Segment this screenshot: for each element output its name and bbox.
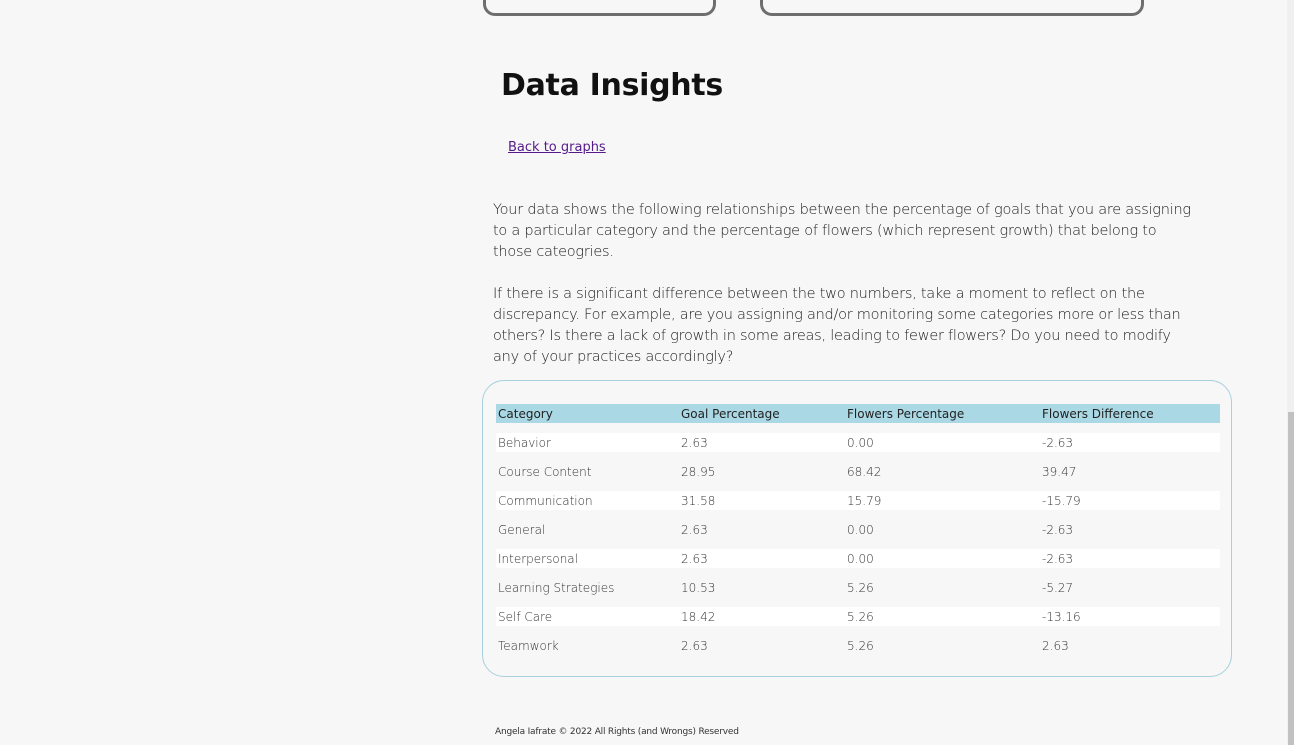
flowers-percentage-cell: 5.26 (847, 580, 874, 595)
flowers-difference-cell: 39.47 (1042, 464, 1077, 479)
column-header-goal-percentage[interactable]: Goal Percentage (679, 404, 845, 423)
table-row: Communication 31.58 15.79 -15.79 (496, 491, 1220, 510)
flowers-difference-cell: -2.63 (1042, 522, 1074, 537)
goal-percentage-cell: 28.95 (681, 464, 716, 479)
goal-percentage-cell: 2.63 (679, 549, 845, 568)
flowers-percentage-cell: 0.00 (845, 433, 1040, 452)
category-cell: Behavior (496, 433, 679, 452)
flowers-percentage-cell: 0.00 (847, 522, 874, 537)
table-row: Teamwork 2.63 5.26 2.63 (496, 636, 1220, 655)
table-row: Self Care 18.42 5.26 -13.16 (496, 607, 1220, 626)
category-cell: Course Content (498, 464, 592, 479)
table-row: Learning Strategies 10.53 5.26 -5.27 (496, 578, 1220, 597)
category-cell: Interpersonal (496, 549, 679, 568)
back-to-graphs-link[interactable]: Back to graphs (508, 140, 606, 155)
goal-percentage-cell: 10.53 (681, 580, 716, 595)
category-cell: Learning Strategies (498, 580, 615, 595)
flowers-difference-cell: -13.16 (1040, 607, 1220, 626)
table-header-row: Category Goal Percentage Flowers Percent… (496, 404, 1220, 423)
flowers-difference-cell: -5.27 (1042, 580, 1074, 595)
goal-percentage-cell: 2.63 (681, 638, 708, 653)
graph-card-right (760, 0, 1144, 16)
goal-percentage-cell: 31.58 (679, 491, 845, 510)
insights-table: Category Goal Percentage Flowers Percent… (496, 404, 1220, 655)
flowers-difference-cell: -2.63 (1040, 433, 1220, 452)
graph-card-left (483, 0, 716, 16)
category-cell: Teamwork (498, 638, 559, 653)
flowers-percentage-cell: 0.00 (845, 549, 1040, 568)
flowers-difference-cell: -15.79 (1040, 491, 1220, 510)
scrollbar-thumb[interactable] (1288, 412, 1294, 745)
flowers-difference-cell: -2.63 (1040, 549, 1220, 568)
intro-paragraph: Your data shows the following relationsh… (493, 202, 1191, 260)
table-row: General 2.63 0.00 -2.63 (496, 520, 1220, 539)
flowers-percentage-cell: 5.26 (845, 607, 1040, 626)
page-title: Data Insights (501, 68, 723, 103)
table-row: Behavior 2.63 0.00 -2.63 (496, 433, 1220, 452)
goal-percentage-cell: 2.63 (679, 433, 845, 452)
goal-percentage-cell: 18.42 (679, 607, 845, 626)
table-row: Course Content 28.95 68.42 39.47 (496, 462, 1220, 481)
column-header-category[interactable]: Category (496, 404, 679, 423)
flowers-percentage-cell: 15.79 (845, 491, 1040, 510)
flowers-difference-cell: 2.63 (1042, 638, 1069, 653)
flowers-percentage-cell: 68.42 (847, 464, 882, 479)
flowers-percentage-cell: 5.26 (847, 638, 874, 653)
column-header-flowers-percentage[interactable]: Flowers Percentage (845, 404, 1040, 423)
category-cell: Communication (496, 491, 679, 510)
scrollbar-track[interactable] (1287, 0, 1294, 745)
table-row: Interpersonal 2.63 0.00 -2.63 (496, 549, 1220, 568)
category-cell: Self Care (496, 607, 679, 626)
insights-table-container: Category Goal Percentage Flowers Percent… (482, 380, 1232, 677)
goal-percentage-cell: 2.63 (681, 522, 708, 537)
category-cell: General (498, 522, 546, 537)
reflect-paragraph: If there is a significant difference bet… (493, 286, 1181, 365)
column-header-flowers-difference[interactable]: Flowers Difference (1040, 404, 1220, 423)
footer-copyright: Angela Iafrate © 2022 All Rights (and Wr… (495, 727, 739, 737)
